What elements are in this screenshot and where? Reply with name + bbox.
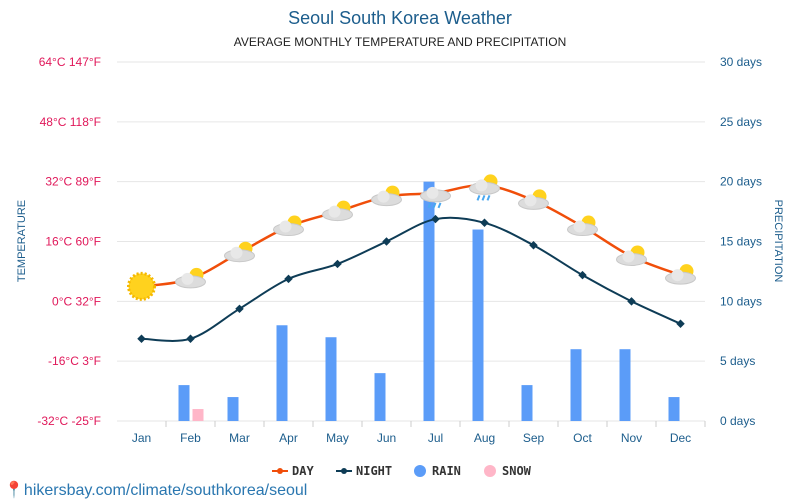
- partly-cloudy-icon: [616, 245, 647, 266]
- night-point: [627, 297, 636, 306]
- night-point: [382, 237, 391, 246]
- partly-cloudy-icon: [224, 241, 255, 263]
- left-tick-label: 64°C 147°F: [39, 55, 101, 69]
- x-tick-label: May: [326, 431, 349, 445]
- rain-bar: [178, 385, 190, 421]
- rain-bar: [227, 397, 239, 421]
- legend-item-snow[interactable]: SNOW: [484, 464, 532, 478]
- x-tick-label: Jan: [132, 431, 151, 445]
- right-tick-label: 25 days: [720, 115, 762, 129]
- chart-subtitle: AVERAGE MONTHLY TEMPERATURE AND PRECIPIT…: [233, 35, 567, 49]
- night-line: [141, 216, 681, 342]
- x-tick-label: Dec: [670, 431, 691, 445]
- y2-axis-label: PRECIPITATION: [772, 200, 784, 283]
- partly-cloudy-icon: [322, 200, 353, 222]
- rain-bar: [423, 181, 435, 421]
- x-tick-label: Oct: [573, 431, 592, 445]
- right-tick-label: 0 days: [720, 414, 755, 428]
- x-tick-label: Mar: [229, 431, 250, 445]
- left-tick-label: 32°C 89°F: [45, 175, 101, 189]
- partly-cloudy-icon: [273, 215, 304, 237]
- x-tick-label: Aug: [474, 431, 495, 445]
- source-link[interactable]: 📍hikersbay.com/climate/southkorea/seoul: [4, 482, 308, 499]
- partly-cloudy-icon: [567, 215, 598, 237]
- night-point: [235, 304, 244, 314]
- rain-bar: [325, 337, 337, 421]
- x-tick-label: Sep: [523, 431, 545, 445]
- partly-cloudy-rain-icon: [469, 174, 500, 201]
- right-tick-label: 5 days: [720, 354, 755, 368]
- x-tick-label: Jun: [377, 431, 396, 445]
- legend-item-day[interactable]: DAY: [272, 464, 314, 478]
- rain-bar: [472, 229, 484, 421]
- legend-label: DAY: [292, 464, 314, 478]
- chart-title: Seoul South Korea Weather: [288, 8, 512, 28]
- legend-item-night[interactable]: NIGHT: [336, 464, 392, 478]
- night-point: [137, 334, 146, 343]
- rain-bar: [521, 385, 533, 421]
- night-point: [529, 240, 538, 250]
- source-url[interactable]: hikersbay.com/climate/southkorea/seoul: [23, 482, 308, 499]
- rain-cloud-icon: [420, 186, 451, 209]
- rain-bar: [374, 373, 386, 421]
- left-tick-label: 16°C 60°F: [45, 235, 101, 249]
- night-point: [431, 214, 440, 224]
- left-tick-label: 48°C 118°F: [40, 115, 101, 129]
- right-tick-label: 10 days: [720, 294, 762, 308]
- sunny-icon: [127, 271, 156, 301]
- legend-label: NIGHT: [356, 464, 392, 478]
- rain-bar: [276, 325, 288, 421]
- partly-cloudy-icon: [371, 185, 402, 207]
- x-tick-label: Apr: [279, 431, 298, 445]
- x-tick-label: Nov: [621, 431, 642, 445]
- partly-cloudy-icon: [518, 189, 549, 210]
- night-point: [480, 218, 489, 228]
- right-tick-label: 20 days: [720, 175, 762, 189]
- left-tick-label: 0°C 32°F: [52, 294, 101, 308]
- night-point: [284, 274, 293, 284]
- left-tick-label: -16°C 3°F: [48, 354, 101, 368]
- day-line: [141, 184, 681, 288]
- x-tick-label: Feb: [180, 431, 201, 445]
- y-axis-label: TEMPERATURE: [16, 200, 28, 282]
- rain-bar: [619, 349, 631, 421]
- right-tick-label: 30 days: [720, 55, 762, 69]
- partly-cloudy-icon: [665, 264, 696, 285]
- right-tick-label: 15 days: [720, 235, 762, 249]
- rain-bar: [668, 397, 680, 421]
- legend-item-rain[interactable]: RAIN: [414, 464, 461, 478]
- x-tick-label: Jul: [428, 431, 443, 445]
- left-tick-label: -32°C -25°F: [37, 414, 101, 428]
- night-point: [676, 319, 685, 329]
- snow-bar: [192, 409, 204, 421]
- rain-bar: [570, 349, 582, 421]
- night-point: [578, 270, 587, 280]
- partly-cloudy-icon: [175, 267, 206, 289]
- night-point: [186, 334, 195, 343]
- night-point: [333, 259, 342, 269]
- legend-label: SNOW: [502, 464, 532, 478]
- legend-label: RAIN: [432, 464, 461, 478]
